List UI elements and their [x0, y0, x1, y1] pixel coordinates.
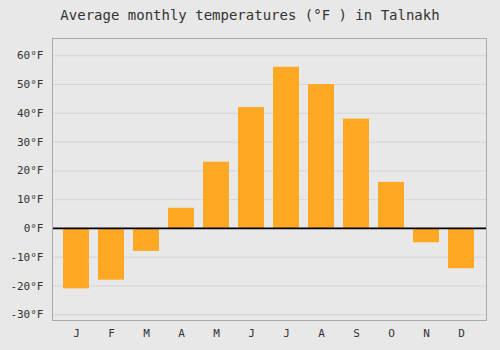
svg-text:-10°F: -10°F — [10, 251, 43, 264]
svg-text:30°F: 30°F — [17, 136, 44, 149]
svg-text:M: M — [213, 327, 220, 340]
svg-text:F: F — [108, 327, 115, 340]
svg-text:-30°F: -30°F — [10, 308, 43, 321]
svg-text:J: J — [73, 327, 80, 340]
svg-text:J: J — [283, 327, 290, 340]
svg-text:40°F: 40°F — [17, 107, 44, 120]
svg-text:J: J — [248, 327, 255, 340]
svg-text:-20°F: -20°F — [10, 279, 43, 292]
svg-text:N: N — [423, 327, 430, 340]
svg-text:S: S — [353, 327, 360, 340]
svg-text:A: A — [178, 327, 185, 340]
svg-text:50°F: 50°F — [17, 78, 44, 91]
svg-text:20°F: 20°F — [17, 164, 44, 177]
svg-text:O: O — [388, 327, 395, 340]
svg-text:D: D — [458, 327, 465, 340]
svg-text:0°F: 0°F — [24, 222, 44, 235]
svg-text:60°F: 60°F — [17, 49, 44, 62]
html-text:Average monthly temperatures (: Average monthly temperatures (°F ) in Ta… — [60, 7, 440, 23]
svg-text:A: A — [318, 327, 325, 340]
svg-text:10°F: 10°F — [17, 193, 44, 206]
svg-text:M: M — [143, 327, 150, 340]
